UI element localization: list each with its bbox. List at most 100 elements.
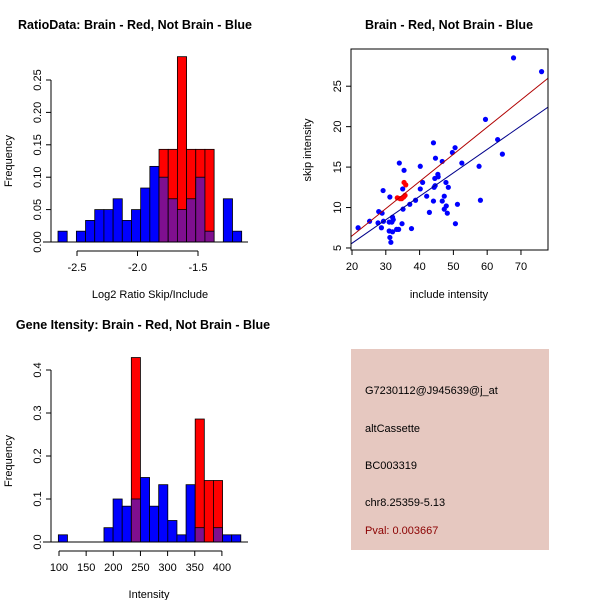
scatter-x-tick-label: 60 [481,261,493,273]
intensity-bar-blue [121,505,132,543]
scatter-y-tick-label: 10 [332,201,344,213]
intensity-bar-blue [57,534,68,543]
scatter-point-blue [441,193,447,199]
scatter-point-blue [379,210,385,216]
intensity-x-tick-label: 100 [50,562,68,574]
intensity-x-tick-label: 400 [213,562,231,574]
scatter-point-blue [387,194,393,200]
scatter-x-tick-label: 50 [447,261,459,273]
intensity-bar-blue [167,520,178,543]
intensity-bar-blue [112,498,123,543]
scatter-point-blue [459,160,465,166]
ratio-bar-blue [131,209,142,243]
scatter-point-blue [399,221,405,227]
intensity-bar-red [194,418,205,543]
scatter-point-blue [417,163,423,169]
scatter-y-tick-label: 5 [332,245,344,251]
scatter-point-blue [388,239,394,245]
ratio-histogram: -2.5 -2.0 -1.5 0.00 0.05 0.10 0.15 0.20 0.25 [32,56,248,274]
scatter-point-blue [390,217,396,223]
intensity-bar-overlap [213,527,223,543]
ratio-bar-overlap [195,176,206,243]
ratio-hist-xlabel: Log2 Ratio Skip/Include [92,289,208,301]
scatter-point-blue [417,186,423,192]
ratio-x-tick-label: -2.0 [128,262,147,274]
ratio-hist-ylabel: Frequency [3,135,15,187]
location: chr8.25359-5.13 [365,497,446,509]
scatter-point-blue [380,187,386,194]
ratio-y-tick-label: 0.15 [32,134,44,155]
ratio-x-tick-label: -2.5 [68,262,87,274]
scatter-point-blue [443,203,449,209]
intensity-hist-title: Gene Itensity: Brain - Red, Not Brain - … [16,318,270,332]
accession: BC003319 [365,460,417,472]
scatter-point-blue [401,167,407,173]
ratio-bar-blue [140,187,151,243]
scatter-point-blue [426,209,432,215]
scatter-point-blue [378,225,385,231]
pval: Pval: 0.003667 [365,525,439,537]
intensity-y-tick-label: 0.1 [32,491,44,506]
scatter-point-blue [400,206,406,212]
intensity-bar-blue [103,527,114,543]
scatter-point-blue [396,226,402,232]
ratio-bar-red [204,148,215,243]
ratio-bar-blue [232,230,243,243]
scatter-point-blue [355,225,361,231]
ratio-bar-overlap [158,176,169,243]
probe-id: G7230112@J945639@j_at [365,385,498,397]
intensity-bar-blue [231,534,242,543]
intensity-bar-blue [176,534,187,543]
ratio-bar-blue [103,209,114,243]
scatter-point-blue [400,186,406,192]
scatter-point-blue [407,201,413,207]
intensity-bar-red [203,480,214,543]
scatter-point-blue [408,225,415,232]
scatter-point-blue [435,174,441,180]
scatter-point-blue [444,210,450,216]
scatter-frame [350,48,549,251]
intensity-y-tick-label: 0.3 [32,405,44,420]
scatter-x-tick-label: 70 [515,261,527,273]
scatter-point-blue [538,69,545,75]
scatter-point-blue [424,193,430,199]
ratio-bar-blue [57,230,68,243]
scatter-point-blue [396,160,402,166]
intensity-x-tick-label: 250 [131,562,149,574]
intensity-x-tick-label: 200 [104,562,122,574]
ratio-bar-blue [222,198,233,243]
scatter-point-blue [439,198,445,204]
intensity-x-tick-label: 350 [186,562,204,574]
scatter-point-blue [476,163,482,169]
scatter-point-blue [389,229,396,235]
scatter-point-blue [387,234,393,241]
ratio-bar-blue [121,220,132,243]
scatter-point-blue [499,151,505,157]
intensity-hist-ylabel: Frequency [3,435,15,487]
ratio-bar-overlap [186,198,197,243]
intensity-hist-xlabel: Intensity [129,589,170,600]
scatter-y-tick-label: 20 [332,121,344,133]
scatter-xlabel: include intensity [410,289,489,301]
ratio-hist-title: RatioData: Brain - Red, Not Brain - Blue [18,18,252,32]
scatter-point-blue [482,116,489,122]
ratio-y-tick-label: 0.00 [32,231,44,252]
scatter-point-blue [412,197,419,203]
ratio-bar-blue [112,198,123,243]
scatter-x-tick-label: 20 [346,261,358,273]
scatter-x-tick-label: 40 [413,261,425,273]
ratio-y-tick-label: 0.05 [32,199,44,220]
intensity-x-tick-label: 150 [77,562,95,574]
scatter-y-tick-label: 15 [332,161,344,173]
intensity-histogram: 100 150 200 250 300 350 400 0.0 0.1 0.2 0.3 0.4 [32,357,248,574]
ratio-bar-overlap [204,230,215,243]
ratio-bar-overlap [167,198,178,243]
scatter-title: Brain - Red, Not Brain - Blue [365,18,533,32]
scatter-point-blue [452,145,458,151]
scatter-point-blue [449,149,455,156]
scatter-x-tick-label: 30 [380,261,392,273]
ratio-y-tick-label: 0.20 [32,102,44,123]
intensity-bar-blue [140,477,150,543]
intensity-y-tick-label: 0.2 [32,448,44,463]
